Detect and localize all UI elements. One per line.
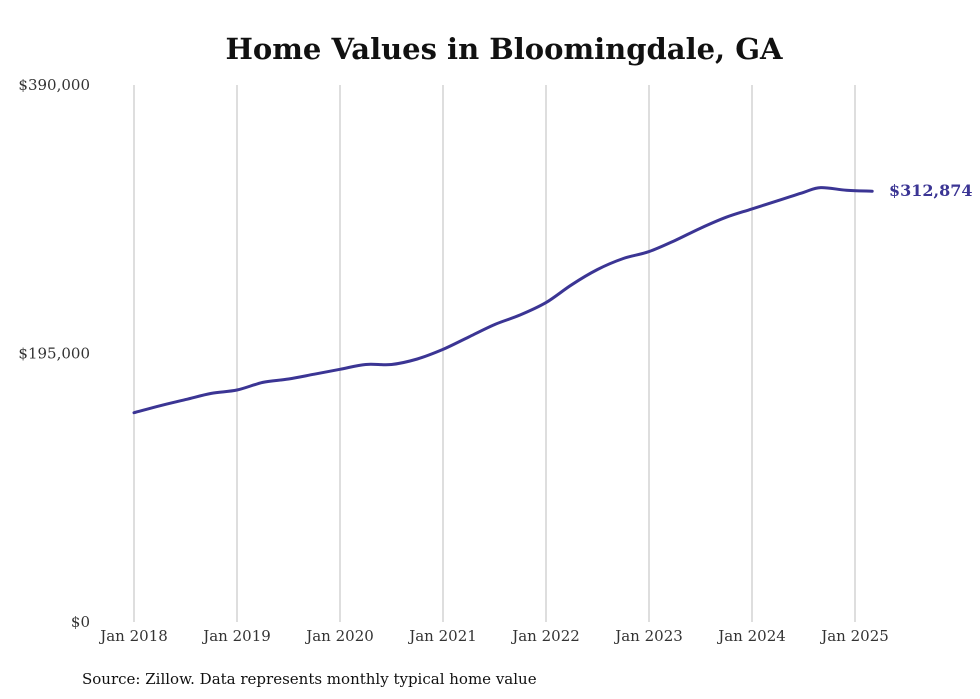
- x-tick-label: Jan 2023: [613, 627, 683, 645]
- gridlines: [133, 85, 856, 622]
- y-tick-label: $195,000: [18, 345, 90, 363]
- x-tick-label: Jan 2020: [304, 627, 374, 645]
- y-tick-label: $390,000: [18, 76, 90, 94]
- x-axis-ticks: Jan 2018 Jan 2019 Jan 2020 Jan 2021 Jan 2022…: [98, 627, 889, 645]
- y-axis-ticks: $0 $195,000 $390,000: [18, 76, 90, 631]
- x-tick-label: Jan 2025: [819, 627, 889, 645]
- source-note: Source: Zillow. Data represents monthly …: [82, 670, 537, 688]
- x-tick-label: Jan 2022: [510, 627, 580, 645]
- x-tick-label: Jan 2019: [201, 627, 271, 645]
- home-value-line: [132, 186, 874, 415]
- y-tick-label: $0: [71, 613, 90, 631]
- latest-value-label: $312,874: [889, 181, 973, 200]
- x-tick-label: Jan 2018: [98, 627, 168, 645]
- x-tick-label: Jan 2024: [716, 627, 786, 645]
- x-tick-label: Jan 2021: [407, 627, 477, 645]
- chart-title: Home Values in Bloomingdale, GA: [225, 32, 783, 66]
